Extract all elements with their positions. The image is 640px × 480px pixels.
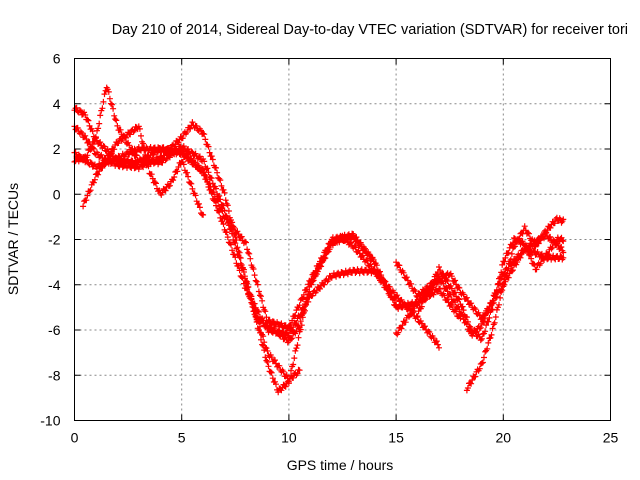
y-tick-label: 6: [53, 51, 61, 67]
chart-title: Day 210 of 2014, Sidereal Day-to-day VTE…: [112, 22, 628, 38]
data-points: [80, 123, 207, 218]
x-tick-label: 15: [388, 430, 404, 446]
y-tick-label: -8: [48, 367, 61, 383]
y-tick-label: -2: [48, 232, 61, 248]
data-points: [463, 214, 567, 394]
y-tick-label: 4: [53, 96, 61, 112]
x-tick-labels: 0 5 10 15 20 25: [71, 430, 619, 446]
x-tick-label: 0: [71, 430, 79, 446]
series-track-10: [414, 234, 567, 344]
y-tick-labels: -10 -8 -6 -4 -2 0 2 4 6: [40, 51, 60, 429]
y-tick-label: -6: [48, 322, 61, 338]
data-points: [414, 234, 567, 344]
x-tick-label: 20: [496, 430, 512, 446]
y-tick-label: 2: [53, 141, 61, 157]
y-tick-label: -10: [40, 413, 60, 429]
series-track-4: [80, 123, 207, 218]
y-axis-label: SDTVAR / TECUs: [5, 183, 21, 295]
x-axis-label: GPS time / hours: [287, 457, 394, 473]
data-points: [243, 232, 378, 346]
y-tick-label: 0: [53, 186, 61, 202]
series-track-5: [71, 144, 464, 332]
x-tick-label: 5: [178, 430, 186, 446]
series-track-9: [463, 214, 567, 394]
axis-ticks: [74, 58, 611, 421]
x-tick-label: 25: [603, 430, 619, 446]
data-points: [71, 144, 464, 332]
y-tick-label: -4: [48, 277, 61, 293]
series-track-6: [243, 232, 378, 346]
x-tick-label: 10: [281, 430, 297, 446]
